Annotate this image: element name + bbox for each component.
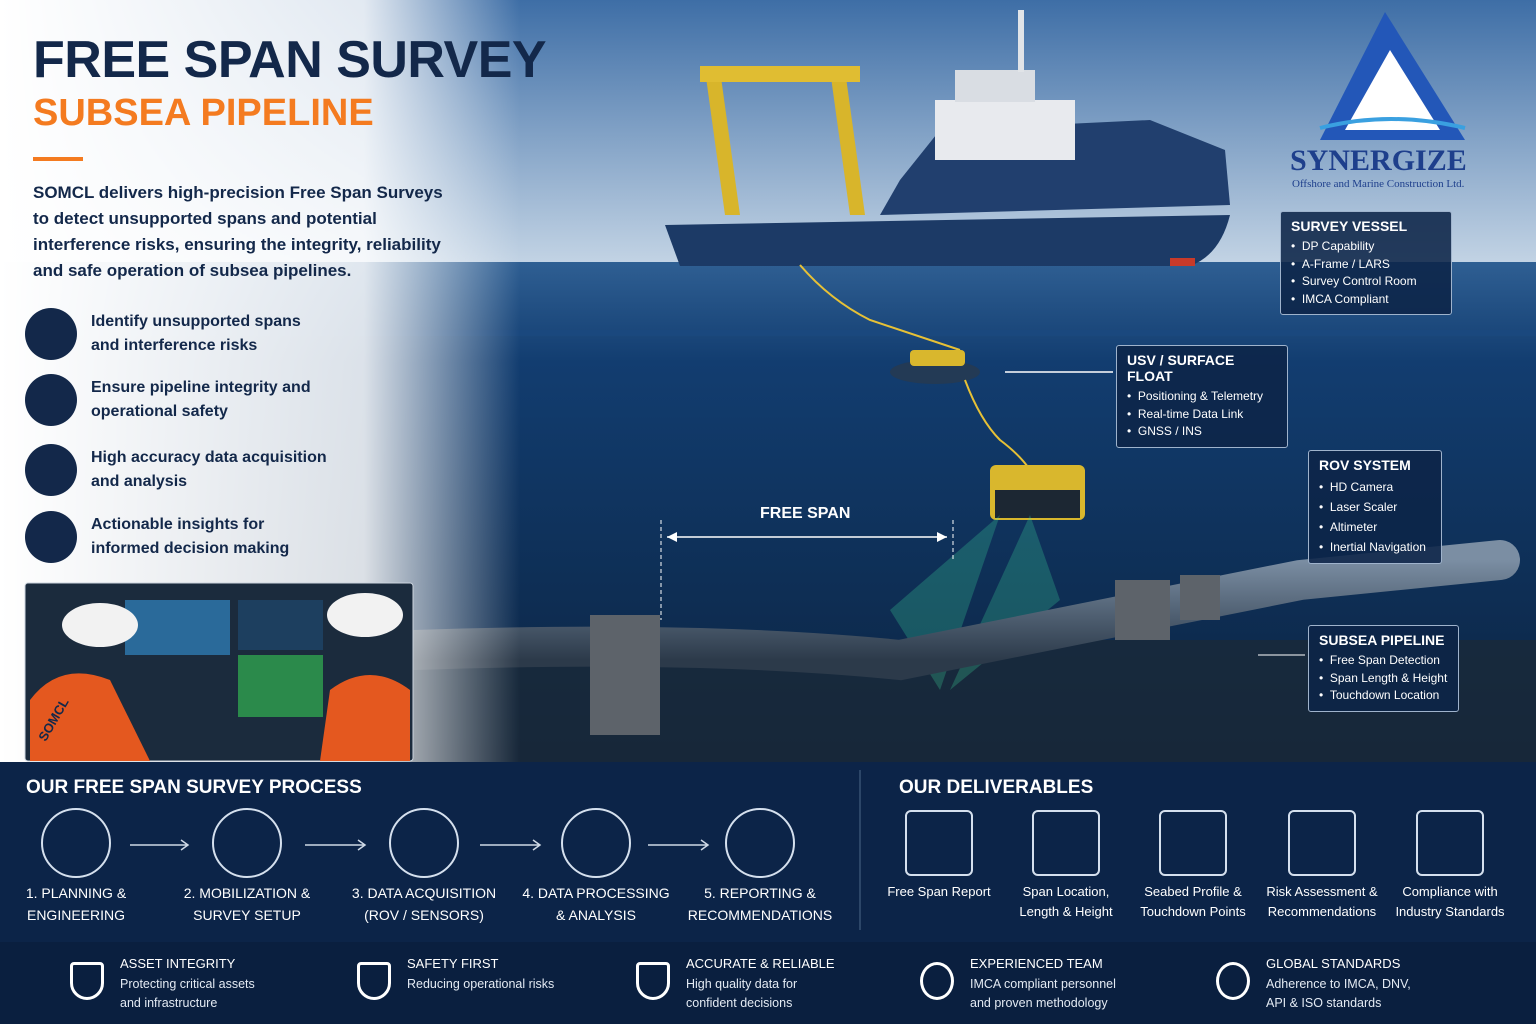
deliverable-label: Seabed Profile & Touchdown Points	[1140, 884, 1246, 919]
step-label: 4. DATA PROCESSING & ANALYSIS	[522, 885, 670, 923]
intro: SOMCL delivers high-precision Free Span …	[33, 183, 443, 280]
callout-item: IMCA Compliant	[1291, 291, 1441, 309]
subtitle: SUBSEA PIPELINE	[33, 92, 374, 134]
callout: USV / SURFACE FLOAT Positioning & Telemet…	[1116, 345, 1288, 448]
callout-item: Survey Control Room	[1291, 273, 1441, 291]
value-icon	[357, 962, 391, 1000]
callout-item: A-Frame / LARS	[1291, 256, 1441, 274]
step-label: 3. DATA ACQUISITION (ROV / SENSORS)	[351, 885, 497, 923]
value-text: IMCA compliant personnel and proven meth…	[970, 977, 1116, 1010]
callout: ROV SYSTEM HD CameraLaser ScalerAltimeter…	[1308, 450, 1442, 564]
deliverable-label: Free Span Report	[887, 884, 991, 899]
feature-icon	[25, 374, 77, 426]
value-icon	[70, 962, 104, 1000]
value-title: ASSET INTEGRITY	[120, 956, 236, 971]
callout-item: Inertial Navigation	[1319, 537, 1431, 557]
feature-icon	[25, 511, 77, 563]
logo-tagline: Offshore and Marine Construction Ltd.	[1292, 178, 1465, 190]
value-title: GLOBAL STANDARDS	[1266, 956, 1401, 971]
step-label: 1. PLANNING & ENGINEERING	[25, 885, 127, 923]
value-icon	[1216, 962, 1250, 1000]
callout-item: Real-time Data Link	[1127, 406, 1277, 424]
feature-text: Identify unsupported spans and interfere…	[91, 313, 301, 354]
callout-item: Positioning & Telemetry	[1127, 388, 1277, 406]
value-text: High quality data for confident decision…	[686, 977, 798, 1010]
callout-item: Altimeter	[1319, 517, 1431, 537]
value-text: Protecting critical assets and infrastru…	[120, 977, 255, 1010]
deliverable-icon	[1159, 810, 1227, 876]
step-icon	[561, 808, 631, 878]
feature-icon	[25, 444, 77, 496]
deliverable-label: Compliance with Industry Standards	[1395, 884, 1505, 919]
value-text: Reducing operational risks	[407, 977, 555, 991]
value-title: EXPERIENCED TEAM	[970, 956, 1103, 971]
deliverable-icon	[1032, 810, 1100, 876]
callout: SUBSEA PIPELINE Free Span DetectionSpan L…	[1308, 625, 1459, 712]
callout-item: DP Capability	[1291, 238, 1441, 256]
deliverable-label: Span Location, Length & Height	[1019, 884, 1113, 919]
title: FREE SPAN SURVEY	[33, 31, 547, 89]
callout-title: USV / SURFACE FLOAT	[1127, 352, 1235, 384]
logo-name: SYNERGIZE	[1290, 144, 1467, 177]
callout-item: HD Camera	[1319, 477, 1431, 497]
step-label: 2. MOBILIZATION & SURVEY SETUP	[183, 885, 311, 923]
value-text: Adherence to IMCA, DNV, API & ISO standa…	[1266, 977, 1411, 1010]
value-title: ACCURATE & RELIABLE	[686, 956, 835, 971]
value-icon	[920, 962, 954, 1000]
callout-item: Touchdown Location	[1319, 687, 1448, 705]
feature-text: High accuracy data acquisition and analy…	[91, 449, 327, 490]
callout-title: ROV SYSTEM	[1319, 457, 1411, 473]
callout-item: Free Span Detection	[1319, 652, 1448, 670]
free-span-label: FREE SPAN	[760, 505, 851, 522]
accent-bar	[33, 157, 83, 161]
deliverable-icon	[905, 810, 973, 876]
step-label: 5. REPORTING & RECOMMENDATIONS	[687, 885, 833, 923]
deliverable-label: Risk Assessment & Recommendations	[1266, 884, 1378, 919]
feature-icon	[25, 308, 77, 360]
process-title: OUR FREE SPAN SURVEY PROCESS	[26, 777, 362, 798]
feature-text: Ensure pipeline integrity and operationa…	[91, 379, 311, 420]
deliverable-icon	[1288, 810, 1356, 876]
step-icon	[212, 808, 282, 878]
deliverables-title: OUR DELIVERABLES	[899, 777, 1094, 798]
value-title: SAFETY FIRST	[407, 956, 499, 971]
callout: SURVEY VESSEL DP CapabilityA-Frame / LARS…	[1280, 211, 1452, 315]
step-icon	[41, 808, 111, 878]
step-icon	[725, 808, 795, 878]
callout-title: SUBSEA PIPELINE	[1319, 632, 1445, 648]
deliverable-icon	[1416, 810, 1484, 876]
callout-item: Span Length & Height	[1319, 670, 1448, 688]
callout-item: Laser Scaler	[1319, 497, 1431, 517]
callout-item: GNSS / INS	[1127, 423, 1277, 441]
callout-title: SURVEY VESSEL	[1291, 218, 1408, 234]
step-icon	[389, 808, 459, 878]
feature-text: Actionable insights for informed decisio…	[91, 516, 290, 557]
value-icon	[636, 962, 670, 1000]
